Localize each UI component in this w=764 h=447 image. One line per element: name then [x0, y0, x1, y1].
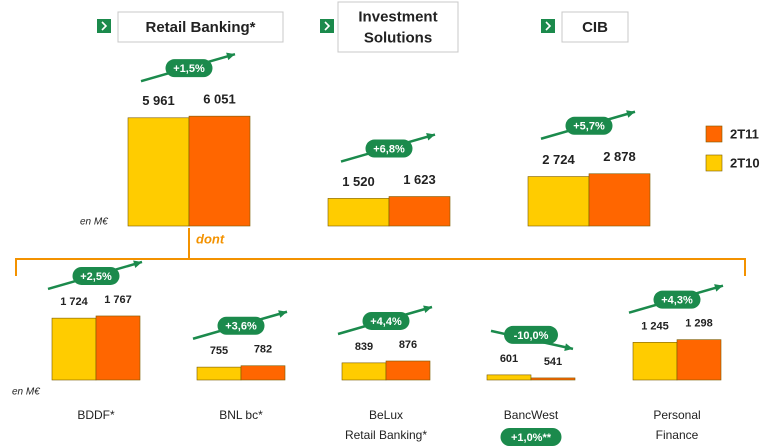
unit-label: en M€	[80, 217, 108, 228]
category-header: Retail Banking*	[145, 19, 255, 36]
category-label: BNL bc*	[219, 408, 263, 422]
value-label: 2 724	[542, 152, 575, 167]
value-label: 5 961	[142, 93, 175, 108]
legend-swatch	[705, 154, 723, 172]
growth-pill	[165, 59, 213, 78]
category-label: BeLux	[369, 408, 403, 422]
bar	[388, 196, 451, 227]
header-chevron	[101, 21, 108, 31]
growth-label: +2,5%	[80, 271, 112, 283]
category-header: Solutions	[364, 29, 432, 46]
growth-pill	[217, 316, 265, 335]
bar	[530, 377, 576, 381]
header-icon	[320, 19, 334, 33]
growth-label: +3,6%	[225, 321, 257, 333]
bar	[676, 339, 722, 381]
bracket	[15, 258, 746, 276]
value-label: 782	[254, 344, 272, 356]
bar	[341, 362, 387, 381]
legend-label: 2T11	[730, 126, 759, 141]
growth-label: -10,0%	[514, 330, 549, 342]
growth-label: +4,4%	[370, 316, 402, 328]
bar	[95, 315, 141, 381]
value-label: 839	[355, 341, 373, 353]
value-label: 541	[544, 356, 562, 368]
arrow-head	[426, 133, 435, 141]
bar	[240, 365, 286, 381]
value-label: 2 878	[603, 149, 636, 164]
value-label: 1 767	[104, 294, 132, 306]
header-chevron	[545, 21, 552, 31]
bar	[632, 342, 678, 381]
unit-label: en M€	[12, 387, 40, 398]
arrow-head	[714, 284, 723, 292]
value-label: 601	[500, 353, 518, 365]
bar	[127, 117, 190, 227]
value-label: 1 724	[60, 296, 88, 308]
growth-pill	[362, 311, 410, 330]
growth-pill	[653, 290, 701, 309]
growth-pill	[565, 116, 613, 135]
category-label: Personal	[653, 408, 700, 422]
category-label: Finance	[656, 428, 699, 442]
bracket-label: dont	[196, 231, 225, 246]
arrow-head	[278, 310, 287, 318]
value-label: 1 298	[685, 318, 713, 330]
bar	[385, 360, 431, 381]
value-label: 1 520	[342, 174, 375, 189]
growth-pill	[504, 325, 558, 344]
arrow-head	[133, 260, 142, 268]
category-header: CIB	[582, 19, 608, 36]
header-box	[561, 11, 629, 43]
category-label: Retail Banking*	[345, 428, 427, 442]
growth-label: +5,7%	[573, 121, 605, 133]
category-header: Investment	[358, 8, 437, 25]
legend-swatch	[705, 125, 723, 143]
bar	[527, 176, 590, 227]
arrow-head	[626, 110, 635, 118]
bar	[196, 366, 242, 381]
value-label: 876	[399, 339, 417, 351]
bar	[588, 173, 651, 227]
value-label: 755	[210, 345, 228, 357]
header-icon	[97, 19, 111, 33]
growth-pill	[365, 139, 413, 158]
bar	[486, 374, 532, 381]
header-chevron	[324, 21, 331, 31]
growth-pill	[72, 266, 120, 285]
value-label: 6 051	[203, 92, 236, 107]
header-box	[337, 1, 459, 53]
bar	[188, 115, 251, 227]
value-label: 1 623	[403, 172, 436, 187]
growth-label: +4,3%	[661, 295, 693, 307]
legend-label: 2T10	[730, 155, 760, 170]
value-label: 1 245	[641, 320, 669, 332]
arrow-head	[564, 343, 573, 351]
growth-label: +1,5%	[173, 63, 205, 75]
category-label: BancWest	[504, 408, 559, 422]
growth-label: +1,0%**	[511, 432, 552, 444]
growth-pill	[500, 428, 562, 446]
arrow-head	[423, 305, 432, 313]
growth-label: +6,8%	[373, 143, 405, 155]
bar	[51, 317, 97, 381]
header-box	[117, 11, 284, 43]
arrow-head	[226, 52, 235, 61]
bar	[327, 198, 390, 227]
category-label: BDDF*	[77, 408, 115, 422]
header-icon	[541, 19, 555, 33]
